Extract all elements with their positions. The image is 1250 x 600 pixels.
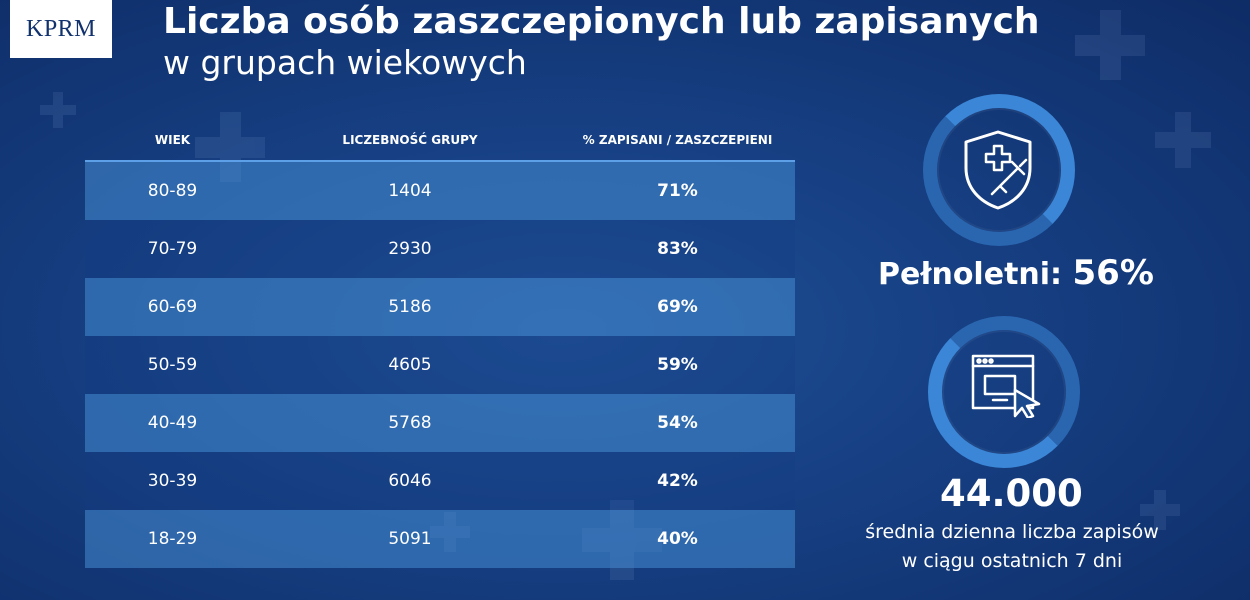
table-row: 30-39 6046 42%: [85, 452, 795, 510]
page-subtitle: w grupach wiekowych: [163, 43, 527, 82]
column-header-count: LICZEBNOŚĆ GRUPY: [342, 133, 478, 147]
page-title: Liczba osób zaszczepionych lub zapisanyc…: [163, 1, 1040, 42]
cell-count: 5091: [388, 529, 432, 549]
adult-value: 56%: [1072, 253, 1154, 293]
decorative-cross: [40, 92, 76, 128]
table-row: 40-49 5768 54%: [85, 394, 795, 452]
cell-percent: 54%: [657, 413, 698, 433]
cell-count: 5186: [388, 297, 432, 317]
age-group-table: WIEK LICZEBNOŚĆ GRUPY % ZAPISANI / ZASZC…: [85, 120, 795, 568]
cell-count: 1404: [388, 181, 432, 201]
decorative-cross: [1140, 490, 1180, 530]
cell-count: 4605: [388, 355, 432, 375]
cell-count: 2930: [388, 239, 432, 259]
adult-label: Pełnoletni:: [878, 257, 1063, 292]
table-row: 60-69 5186 69%: [85, 278, 795, 336]
cell-age: 70-79: [147, 239, 198, 259]
cell-age: 18-29: [147, 529, 198, 549]
cell-count: 6046: [388, 471, 432, 491]
table-row: 18-29 5091 40%: [85, 510, 795, 568]
cell-count: 5768: [388, 413, 432, 433]
adult-stat: Pełnoletni: 56%: [878, 253, 1154, 293]
daily-signups-number: 44.000: [940, 472, 1083, 515]
logo: KPRM: [10, 0, 112, 58]
browser-click-icon: [971, 354, 1043, 422]
cell-percent: 59%: [657, 355, 698, 375]
table-row: 50-59 4605 59%: [85, 336, 795, 394]
cell-percent: 71%: [657, 181, 698, 201]
decorative-cross: [1155, 112, 1211, 168]
table-header: WIEK LICZEBNOŚĆ GRUPY % ZAPISANI / ZASZC…: [85, 120, 795, 162]
table-row: 70-79 2930 83%: [85, 220, 795, 278]
cell-age: 40-49: [147, 413, 198, 433]
cell-age: 60-69: [147, 297, 198, 317]
cell-percent: 42%: [657, 471, 698, 491]
column-header-percent: % ZAPISANI / ZASZCZEPIENI: [582, 133, 773, 147]
cell-age: 80-89: [147, 181, 198, 201]
shield-vaccine-icon: [960, 128, 1036, 216]
table-row: 80-89 1404 71%: [85, 162, 795, 220]
logo-text: KPRM: [25, 15, 97, 42]
daily-signups-desc-line1: średnia dzienna liczba zapisów: [865, 521, 1159, 543]
cell-percent: 40%: [657, 529, 698, 549]
cell-percent: 69%: [657, 297, 698, 317]
cell-age: 30-39: [147, 471, 198, 491]
cell-percent: 83%: [657, 239, 698, 259]
cell-age: 50-59: [147, 355, 198, 375]
daily-signups-desc-line2: w ciągu ostatnich 7 dni: [901, 550, 1123, 572]
decorative-cross: [1075, 10, 1145, 80]
column-header-age: WIEK: [154, 133, 191, 147]
